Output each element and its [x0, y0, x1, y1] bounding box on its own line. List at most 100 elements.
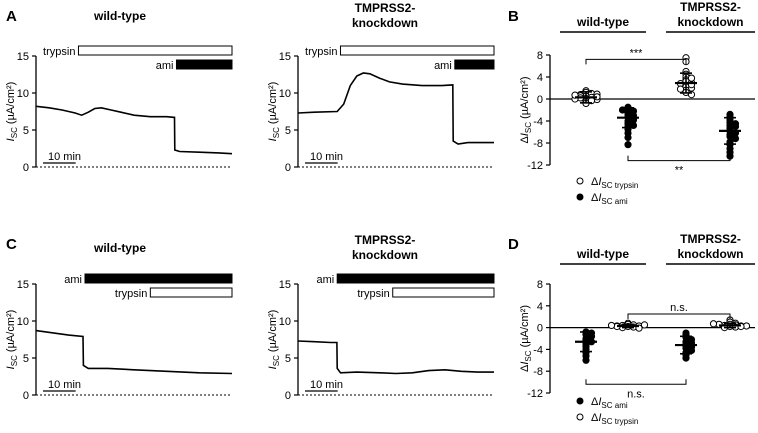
chart-title: wild-type — [93, 241, 146, 255]
y-tick-label: 10 — [17, 316, 29, 328]
y-tick-label: 5 — [23, 353, 29, 365]
scale-bar-label: 10 min — [310, 151, 343, 163]
treatment-bar-ami — [175, 59, 233, 70]
data-point — [624, 133, 632, 142]
y-tick-label: 0 — [23, 390, 29, 402]
y-axis-label: ISC (µA/cm²) — [5, 310, 19, 370]
data-point — [687, 74, 696, 82]
legend-marker — [576, 397, 584, 405]
y-tick-label: 4 — [537, 72, 543, 84]
y-tick-label: 4 — [537, 301, 543, 313]
chart-b-2: wild-type TMPRSS2-knockdown 8 4 0 -4 -8 -12 ΔISC… — [519, 0, 755, 206]
chart-title: knockdown — [352, 248, 418, 262]
y-tick-label: -12 — [527, 388, 543, 400]
treatment-label-trypsin: trypsin — [115, 288, 147, 300]
significance-bracket — [627, 313, 731, 319]
chart-d-5: wild-type TMPRSS2-knockdown 8 4 0 -4 -8 -12 ΔISC… — [519, 232, 755, 426]
legend-label: ΔISC ami — [591, 396, 628, 410]
treatment-label-trypsin: trypsin — [305, 46, 337, 58]
panel-label-d: D — [508, 236, 519, 253]
y-axis-label: ΔISC (µA/cm²) — [519, 305, 533, 372]
treatment-label-ami: ami — [156, 60, 174, 72]
chart-a-1: TMPRSS2-knockdown 0 5 10 15 ISC (µA/cm²) 10 mi… — [267, 1, 495, 174]
data-point — [731, 122, 740, 131]
y-tick-label: 0 — [285, 390, 291, 402]
treatment-label-trypsin: trypsin — [43, 46, 75, 58]
isc-trace — [297, 72, 494, 145]
y-tick-label: 10 — [279, 88, 291, 100]
chart-c-4: TMPRSS2-knockdown 0 5 10 15 ISC (µA/cm²) 10 mi… — [267, 233, 495, 402]
data-point — [640, 321, 649, 329]
data-point — [709, 320, 718, 328]
treatment-bar-trypsin — [392, 287, 495, 298]
y-axis-label: ISC (µA/cm²) — [5, 82, 19, 142]
chart-title: TMPRSS2- — [355, 1, 416, 15]
significance-label: n.s. — [670, 302, 688, 314]
significance-bracket — [627, 155, 731, 162]
group-header: TMPRSS2- — [680, 0, 741, 14]
scale-bar-label: 10 min — [48, 151, 81, 163]
isc-trace — [35, 105, 233, 155]
data-point — [607, 321, 616, 330]
significance-bracket — [585, 379, 687, 385]
group-header: TMPRSS2- — [680, 232, 741, 246]
group-header: wild-type — [576, 15, 629, 29]
y-tick-label: 15 — [279, 51, 291, 63]
data-point — [676, 85, 685, 93]
y-tick-label: 8 — [537, 279, 543, 291]
legend-label: ΔISC ami — [591, 192, 628, 206]
treatment-bar-ami — [84, 273, 233, 284]
y-tick-label: 5 — [23, 125, 29, 137]
panel-label-b: B — [508, 8, 519, 25]
group-header: wild-type — [576, 247, 629, 261]
y-axis-label: ΔISC (µA/cm²) — [519, 77, 533, 144]
chart-title: TMPRSS2- — [355, 233, 416, 247]
treatment-bar-trypsin — [77, 45, 233, 56]
treatment-label-ami: ami — [64, 274, 82, 286]
y-tick-label: -4 — [533, 116, 543, 128]
legend-label: ΔISC trypsin — [591, 176, 638, 190]
y-tick-label: 5 — [285, 125, 291, 137]
y-tick-label: 10 — [279, 316, 291, 328]
treatment-label-ami: ami — [434, 60, 452, 72]
treatment-label-ami: ami — [316, 274, 334, 286]
significance-label: ** — [675, 165, 684, 177]
y-tick-label: 0 — [23, 162, 29, 174]
y-tick-label: 0 — [285, 162, 291, 174]
treatment-bar-trypsin — [149, 287, 233, 298]
y-tick-label: -8 — [533, 366, 543, 378]
y-tick-label: -4 — [533, 344, 543, 356]
y-tick-label: -12 — [527, 160, 543, 172]
data-point — [682, 354, 690, 362]
significance-bracket — [585, 58, 687, 65]
treatment-label-trypsin: trypsin — [357, 288, 389, 300]
panel-label-a: A — [6, 8, 17, 25]
isc-trace — [35, 329, 233, 375]
chart-c-3: wild-type 0 5 10 15 ISC (µA/cm²) 10 min ami tryp… — [5, 241, 233, 402]
y-tick-label: 15 — [17, 51, 29, 63]
data-point — [624, 141, 632, 149]
scale-bar-label: 10 min — [48, 379, 81, 391]
y-tick-label: 0 — [537, 94, 543, 106]
legend-label: ΔISC trypsin — [591, 412, 638, 426]
group-header: knockdown — [677, 15, 743, 29]
y-tick-label: 10 — [17, 88, 29, 100]
panel-label-c: C — [6, 236, 17, 253]
legend-marker — [576, 413, 584, 421]
isc-trace — [297, 340, 494, 375]
chart-title: knockdown — [352, 16, 418, 30]
scale-bar-label: 10 min — [310, 379, 343, 391]
y-tick-label: 15 — [17, 279, 29, 291]
y-tick-label: -8 — [533, 138, 543, 150]
y-tick-label: 8 — [537, 50, 543, 62]
y-tick-label: 5 — [285, 353, 291, 365]
legend-marker — [576, 177, 584, 185]
treatment-bar-ami — [336, 273, 495, 284]
y-axis-label: ISC (µA/cm²) — [267, 82, 281, 142]
y-axis-label: ISC (µA/cm²) — [267, 310, 281, 370]
significance-label: *** — [630, 47, 644, 59]
treatment-bar-trypsin — [339, 45, 495, 56]
treatment-bar-ami — [454, 59, 495, 70]
significance-label: n.s. — [627, 388, 645, 400]
legend-marker — [576, 193, 584, 201]
